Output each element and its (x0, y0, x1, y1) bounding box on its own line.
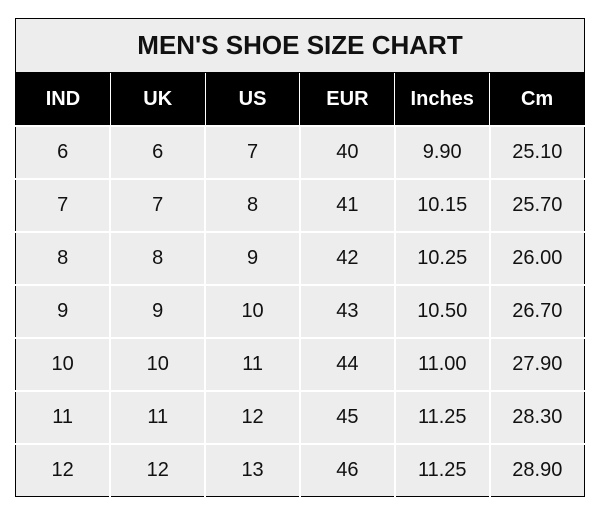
table-cell: 40 (298, 125, 396, 180)
table-cell: 25.10 (488, 125, 585, 180)
table-cell: 11.00 (393, 337, 491, 392)
table-cell: 10.25 (393, 231, 491, 286)
table-cell: 8 (15, 231, 112, 286)
table-cell: 42 (298, 231, 396, 286)
table-row: 6 6 7 40 9.90 25.10 (15, 125, 585, 180)
column-header: UK (109, 72, 206, 126)
shoe-size-table: MEN'S SHOE SIZE CHART IND UK US EUR Inches Cm… (15, 18, 585, 497)
column-header: EUR (299, 72, 395, 126)
table-cell: 8 (109, 231, 207, 286)
table-cell: 12 (15, 443, 112, 497)
table-cell: 11 (15, 390, 112, 445)
table-cell: 45 (298, 390, 396, 445)
table-cell: 25.70 (488, 178, 585, 233)
table-cell: 9 (109, 284, 207, 339)
table-cell: 11 (109, 390, 207, 445)
table-title: MEN'S SHOE SIZE CHART (15, 18, 585, 73)
table-cell: 28.90 (488, 443, 585, 497)
column-header: IND (15, 72, 111, 126)
table-row: 10 10 11 44 11.00 27.90 (15, 337, 585, 392)
table-row: 11 11 12 45 11.25 28.30 (15, 390, 585, 445)
table-cell: 43 (298, 284, 396, 339)
table-cell: 46 (298, 443, 396, 497)
table-row: 9 9 10 43 10.50 26.70 (15, 284, 585, 339)
table-cell: 12 (204, 390, 301, 445)
table-cell: 11 (204, 337, 301, 392)
table-cell: 10.15 (393, 178, 491, 233)
table-cell: 9 (204, 231, 301, 286)
table-cell: 28.30 (488, 390, 585, 445)
table-cell: 10 (204, 284, 301, 339)
table-cell: 7 (15, 178, 112, 233)
table-cell: 10 (109, 337, 207, 392)
table-cell: 13 (204, 443, 301, 497)
table-cell: 11.25 (393, 443, 491, 497)
table-cell: 26.00 (488, 231, 585, 286)
column-header: US (204, 72, 300, 126)
table-cell: 6 (15, 125, 112, 180)
table-cell: 8 (204, 178, 301, 233)
column-header: Cm (489, 72, 585, 126)
table-cell: 9 (15, 284, 112, 339)
header-row: IND UK US EUR Inches Cm (15, 72, 585, 126)
table-row: 12 12 13 46 11.25 28.90 (15, 443, 585, 497)
table-cell: 12 (109, 443, 207, 497)
table-cell: 11.25 (393, 390, 491, 445)
table-cell: 7 (109, 178, 207, 233)
table-cell: 10 (15, 337, 112, 392)
column-header: Inches (394, 72, 490, 126)
table-cell: 10.50 (393, 284, 491, 339)
table-cell: 44 (298, 337, 396, 392)
table-cell: 26.70 (488, 284, 585, 339)
table-cell: 27.90 (488, 337, 585, 392)
table-cell: 41 (298, 178, 396, 233)
table-row: 8 8 9 42 10.25 26.00 (15, 231, 585, 286)
table-cell: 9.90 (393, 125, 491, 180)
table-cell: 7 (204, 125, 301, 180)
table-row: 7 7 8 41 10.15 25.70 (15, 178, 585, 233)
table-cell: 6 (109, 125, 207, 180)
